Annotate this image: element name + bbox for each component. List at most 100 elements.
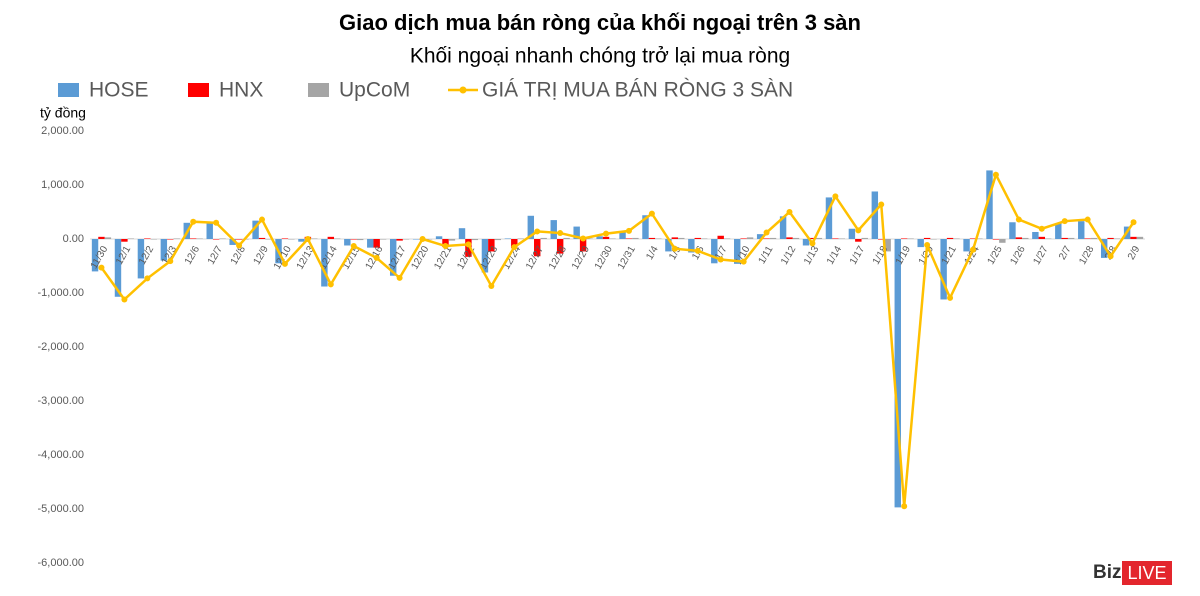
bar — [792, 237, 800, 239]
bar — [389, 239, 397, 276]
bar — [98, 236, 105, 239]
line — [100, 171, 1135, 507]
bar — [665, 239, 672, 252]
point — [648, 210, 655, 217]
legend-swatch — [308, 83, 329, 97]
point — [98, 264, 105, 271]
point — [786, 209, 793, 215]
x-tick-label: 12/30 — [593, 244, 615, 272]
point — [580, 235, 587, 242]
bar — [1136, 236, 1144, 239]
y-tick-label: -6,000.00 — [38, 557, 84, 569]
bar — [481, 239, 489, 273]
point — [281, 260, 288, 267]
bar — [150, 239, 157, 240]
bar — [953, 238, 960, 239]
bar — [930, 239, 937, 240]
bar — [367, 239, 374, 248]
bar — [756, 234, 764, 239]
point — [236, 242, 243, 249]
bar — [379, 239, 387, 240]
bar — [717, 235, 724, 239]
point — [1107, 253, 1114, 260]
bar — [160, 239, 168, 261]
bar — [602, 236, 610, 239]
bar — [173, 238, 180, 239]
bar — [311, 238, 318, 239]
bar — [517, 238, 524, 239]
chart-subtitle: Khối ngoại nhanh chóng trở lại mua ròng — [410, 45, 790, 68]
bar — [1113, 238, 1121, 239]
bar — [534, 239, 541, 257]
point — [832, 193, 839, 200]
bar — [91, 239, 99, 272]
bar — [625, 238, 633, 239]
bar — [734, 239, 741, 264]
bar — [465, 239, 472, 257]
bar — [1078, 221, 1085, 239]
point — [304, 236, 311, 242]
bar — [1055, 223, 1062, 239]
x-tick-label: 12/27 — [524, 244, 546, 272]
x-tick-label: 12/29 — [570, 244, 592, 272]
bar — [344, 239, 351, 246]
x-tick-label: 1/14 — [825, 244, 844, 267]
bar — [642, 215, 649, 239]
bar — [1067, 237, 1075, 239]
point — [625, 227, 632, 234]
bar — [992, 239, 1000, 240]
y-tick-label: -4,000.00 — [38, 449, 84, 461]
bar — [402, 239, 410, 240]
bar — [235, 239, 243, 240]
bar — [327, 236, 335, 239]
y-tick-label: -1,000.00 — [38, 287, 84, 299]
bar — [678, 237, 685, 239]
point — [419, 236, 426, 242]
bar — [206, 223, 213, 239]
bar — [350, 239, 357, 240]
bar — [832, 238, 839, 239]
x-tick-label: 12/6 — [183, 244, 202, 267]
bar — [825, 197, 833, 239]
point — [671, 245, 678, 252]
y-tick-label: 0.00 — [63, 233, 84, 245]
point — [992, 171, 999, 178]
point — [396, 274, 403, 281]
point — [855, 227, 862, 234]
bar — [121, 239, 128, 242]
bar — [848, 228, 856, 239]
point — [878, 201, 885, 208]
x-tick-label: 1/27 — [1031, 244, 1050, 267]
bar — [763, 238, 770, 239]
legend-label: UpCoM — [339, 79, 410, 102]
point — [190, 218, 197, 225]
legend-label: GIÁ TRỊ MUA BÁN RÒNG 3 SÀN — [482, 79, 793, 102]
bar — [999, 239, 1006, 243]
legend-swatch — [188, 83, 209, 97]
point — [901, 503, 908, 510]
y-axis-label: tỷ đồng — [40, 105, 86, 121]
bar — [976, 238, 983, 239]
point — [1038, 225, 1045, 232]
bar — [861, 237, 868, 239]
bar — [137, 239, 145, 279]
bar — [946, 237, 954, 239]
point — [924, 241, 931, 248]
bar — [298, 239, 305, 242]
y-tick-label: 1,000.00 — [41, 179, 84, 191]
bar — [907, 238, 914, 239]
bar — [425, 239, 433, 240]
bar — [884, 239, 891, 252]
bar — [144, 238, 151, 239]
bar — [815, 237, 823, 239]
bar — [511, 239, 518, 249]
bar — [1038, 236, 1046, 239]
bar — [586, 238, 593, 239]
point — [373, 254, 380, 261]
bar — [878, 239, 885, 240]
bar — [648, 237, 656, 239]
bar — [458, 228, 466, 239]
bar — [900, 238, 908, 239]
point — [488, 282, 495, 289]
